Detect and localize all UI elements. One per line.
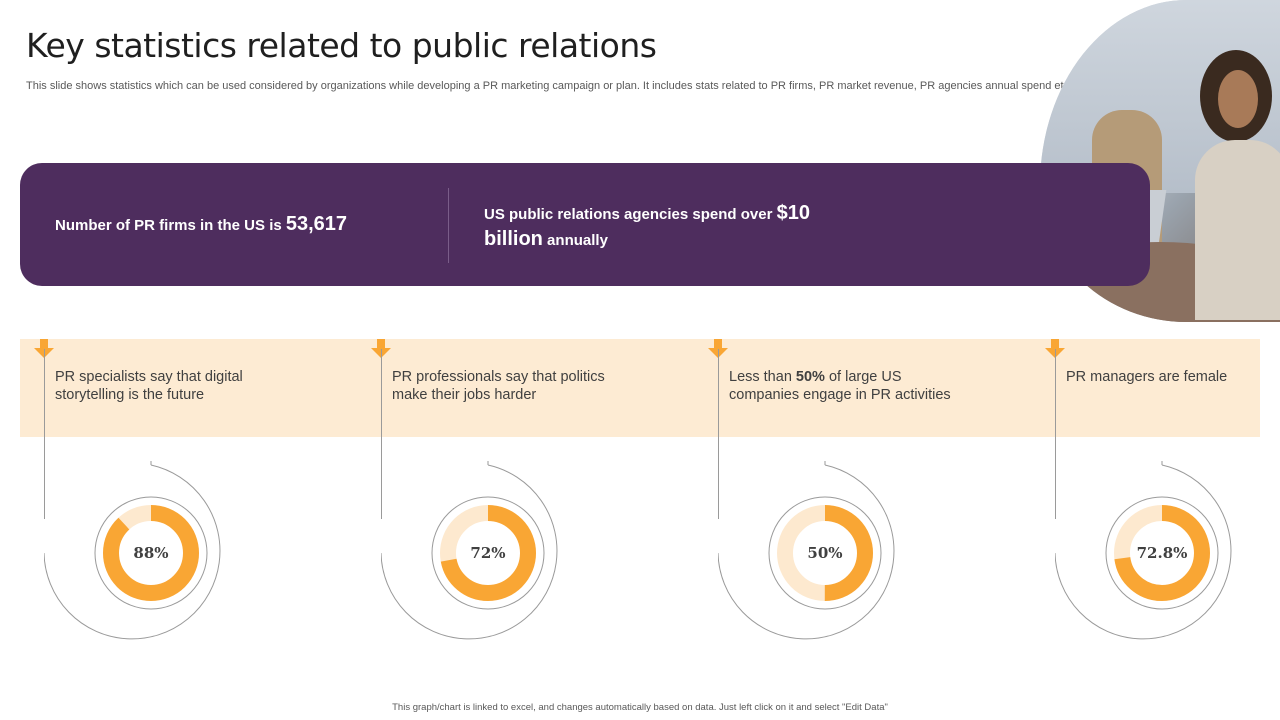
donut-hole bbox=[457, 522, 519, 584]
stat-text: Less than 50% of large US companies enga… bbox=[729, 369, 951, 403]
stat-card: PR managers are female 72.8% bbox=[1031, 339, 1280, 649]
outer-arc bbox=[718, 464, 895, 640]
agency-spend-value: $10 bbox=[776, 202, 810, 224]
stat-text: PR managers are female bbox=[1066, 369, 1228, 385]
outer-arc bbox=[381, 464, 558, 640]
banner-divider bbox=[448, 188, 449, 263]
agency-spend-stat: US public relations agencies spend over … bbox=[484, 202, 810, 250]
meeting-photo bbox=[1040, 0, 1280, 322]
page-subtitle: This slide shows statistics which can be… bbox=[26, 80, 1073, 92]
donut-value-arc bbox=[777, 505, 873, 601]
stat-text: PR professionals say that politics make … bbox=[392, 369, 605, 403]
stat-card: PR specialists say that digital storytel… bbox=[20, 339, 320, 649]
donut-hole bbox=[1131, 522, 1193, 584]
stat-card: PR professionals say that politics make … bbox=[357, 339, 657, 649]
donut-hole bbox=[794, 522, 856, 584]
stat-text: PR specialists say that digital storytel… bbox=[55, 369, 243, 403]
donut-value-arc bbox=[440, 505, 536, 601]
pr-firms-stat: Number of PR firms in the US is 53,617 bbox=[55, 213, 348, 235]
outer-arc bbox=[1055, 464, 1232, 640]
donut-chart: 72% bbox=[381, 461, 558, 640]
donut-percent-label: 72.8% bbox=[1137, 544, 1188, 562]
outer-arc bbox=[44, 464, 221, 640]
donut-chart: 72.8% bbox=[1055, 461, 1232, 640]
donut-percent-label: 88% bbox=[133, 544, 168, 562]
donut-chart: 50% bbox=[718, 461, 895, 640]
donut-value-arc bbox=[103, 505, 199, 601]
footer-note: This graph/chart is linked to excel, and… bbox=[392, 702, 888, 713]
pr-firms-value: 53,617 bbox=[285, 213, 348, 235]
stats-banner: Number of PR firms in the US is 53,617 U… bbox=[20, 163, 1150, 286]
page-title: Key statistics related to public relatio… bbox=[26, 26, 657, 65]
donut-value-arc bbox=[1114, 505, 1210, 601]
donut-hole bbox=[120, 522, 182, 584]
donut-chart: 88% bbox=[44, 461, 221, 640]
stat-card: Less than 50% of large US companies enga… bbox=[694, 339, 994, 649]
donut-percent-label: 50% bbox=[807, 544, 842, 562]
donut-percent-label: 72% bbox=[470, 544, 505, 562]
